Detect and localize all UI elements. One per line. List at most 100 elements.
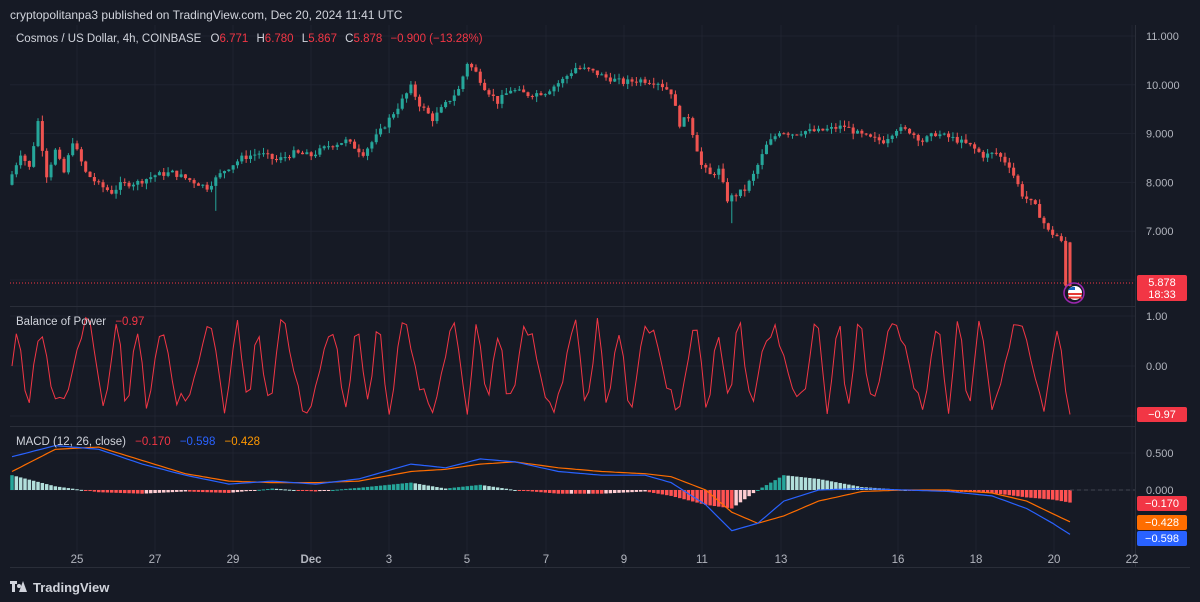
candle-body <box>795 134 799 136</box>
publisher-info: cryptopolitanpa3 published on TradingVie… <box>10 8 403 22</box>
price-axis[interactable]: 11.000 10.000 9.000 8.000 7.000 1.00 0.00 0.500… <box>1146 31 1180 497</box>
macd-hist-bar <box>136 490 140 494</box>
candle-body <box>426 107 430 114</box>
candle-body <box>816 128 821 132</box>
candle-body <box>353 141 357 149</box>
candle-body <box>53 149 57 165</box>
macd-hist-bar <box>1059 490 1064 502</box>
macd-hist-bar <box>305 490 309 491</box>
macd-hist-bar <box>530 490 535 492</box>
macd-hist-bar <box>248 490 253 491</box>
candle-body <box>708 167 712 175</box>
time-tick-label: 7 <box>543 554 549 566</box>
macd-hist-bar <box>149 490 153 494</box>
candle-body <box>1025 196 1029 199</box>
macd-hist-bar <box>998 490 1003 495</box>
macd-hist-bar <box>461 486 465 490</box>
time-axis[interactable]: 25 27 29 Dec 3 5 7 9 11 13 16 18 20 22 <box>71 554 1139 566</box>
candle-body <box>834 127 838 129</box>
price-tick-label: 9.000 <box>1146 129 1174 141</box>
candle-body <box>743 189 747 191</box>
candle-body <box>201 184 205 186</box>
candle-body <box>309 152 313 157</box>
candle-body <box>179 174 183 177</box>
candle-body <box>847 126 851 128</box>
macd-hist-bar <box>231 490 235 493</box>
macd-hist-bar <box>335 489 339 491</box>
macd-hist-bar <box>842 483 847 490</box>
candle-body <box>903 127 907 129</box>
candle-body <box>335 144 339 148</box>
macd-hist-bar <box>383 485 387 490</box>
time-tick-label: 18 <box>970 554 983 566</box>
candle-body <box>457 89 461 96</box>
macd-hist-bar <box>201 490 205 493</box>
candle-body <box>561 78 565 84</box>
bop-tick-label: 0.00 <box>1146 361 1167 373</box>
macd-hist-bar <box>70 488 75 490</box>
macd-hist-bar <box>279 489 283 491</box>
macd-hist-bar <box>261 489 266 491</box>
macd-hist-bar <box>617 490 621 493</box>
macd-hist-bar <box>591 490 595 494</box>
candle-body <box>682 117 686 127</box>
macd-hist-bar <box>365 486 370 490</box>
macd-hist-bar <box>144 490 149 494</box>
candle-body <box>218 173 222 178</box>
candle-body <box>925 136 929 142</box>
macd-hist-bar <box>821 479 825 490</box>
macd-hist-bar <box>253 490 257 491</box>
candle-body <box>439 107 443 113</box>
candle-body <box>1051 229 1055 235</box>
macd-hist-bar <box>92 490 97 492</box>
candle-body <box>704 164 708 168</box>
macd-tick-label: 0.000 <box>1146 485 1174 497</box>
macd-hist-bar <box>274 488 279 490</box>
candle-body <box>895 130 899 136</box>
macd-hist-bar <box>400 483 404 490</box>
macd-hist-bar <box>1055 490 1059 501</box>
candle-body <box>149 177 153 180</box>
candle-body <box>170 170 174 173</box>
candle-body <box>166 172 170 176</box>
candle-body <box>188 178 192 181</box>
candle-body <box>821 128 825 131</box>
macd-hist-bar <box>391 484 396 490</box>
candle-body <box>565 76 569 79</box>
flag-icon[interactable] <box>1063 282 1085 304</box>
candle-body <box>379 128 383 135</box>
candle-body <box>513 90 517 92</box>
macd-hist-bar <box>326 490 331 491</box>
macd-hist-bar <box>513 490 517 491</box>
macd-hist-bar <box>1037 490 1042 499</box>
candle-body <box>660 83 664 88</box>
macd-hist-bar <box>565 490 569 494</box>
macd-hist-bar <box>586 490 591 494</box>
macd-hist-bar <box>834 482 838 490</box>
candle-body <box>84 161 88 172</box>
macd-hist-bar <box>612 490 617 494</box>
candle-body <box>1007 162 1011 168</box>
candle-body <box>318 148 322 155</box>
candle-body <box>574 67 578 74</box>
macd-hist-bar <box>652 490 656 493</box>
candle-body <box>647 82 651 84</box>
macd-hist-bar <box>521 490 526 491</box>
candle-body <box>539 93 543 96</box>
macd-hist-bar <box>57 486 62 490</box>
macd-hist-bar <box>318 490 322 492</box>
candle-body <box>751 173 755 181</box>
candle-body <box>1055 234 1059 237</box>
macd-hist-bar <box>443 488 448 490</box>
macd-hist-bar <box>578 490 582 494</box>
macd-hist-bar <box>482 485 487 490</box>
candle-body <box>222 171 226 174</box>
macd-hist-bar <box>422 484 426 490</box>
candle-body <box>413 84 417 97</box>
candle-body <box>10 174 14 185</box>
macd-hist-bar <box>448 488 452 490</box>
macd-hist-bar <box>816 478 821 490</box>
macd-hist-bar <box>751 490 756 494</box>
macd-hist-bar <box>487 486 491 490</box>
